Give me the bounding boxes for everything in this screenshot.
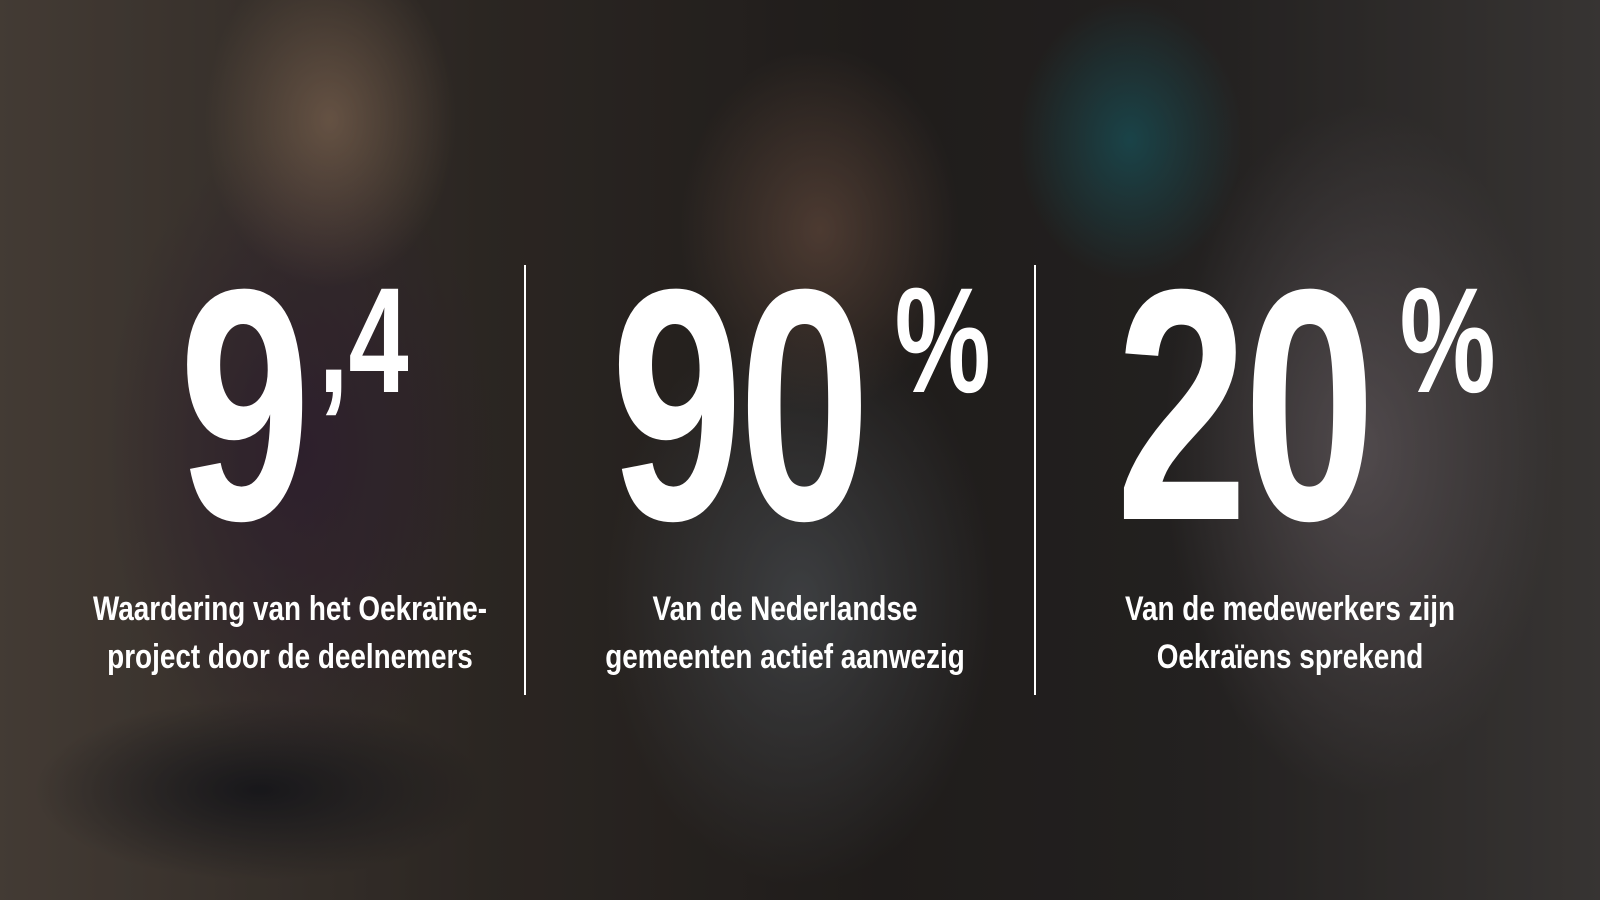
stat-caption: Waardering van het Oekraïne- project doo… [92, 590, 488, 676]
stat-value: 90% [610, 220, 991, 589]
stat-municipalities: 90% Van de Nederlandse gemeenten actief … [535, 220, 1035, 681]
divider [524, 265, 526, 695]
stat-employees: 20% Van de medewerkers zijn Oekraïens sp… [1040, 220, 1540, 681]
stat-value: 20% [1115, 220, 1496, 589]
stat-caption: Van de medewerkers zijn Oekraïens spreke… [1124, 590, 1456, 676]
stat-caption: Van de Nederlandse gemeenten actief aanw… [605, 590, 965, 676]
stat-rating: 9,4 Waardering van het Oekraïne- project… [40, 220, 540, 681]
divider [1034, 265, 1036, 695]
stat-value: 9,4 [178, 220, 409, 589]
